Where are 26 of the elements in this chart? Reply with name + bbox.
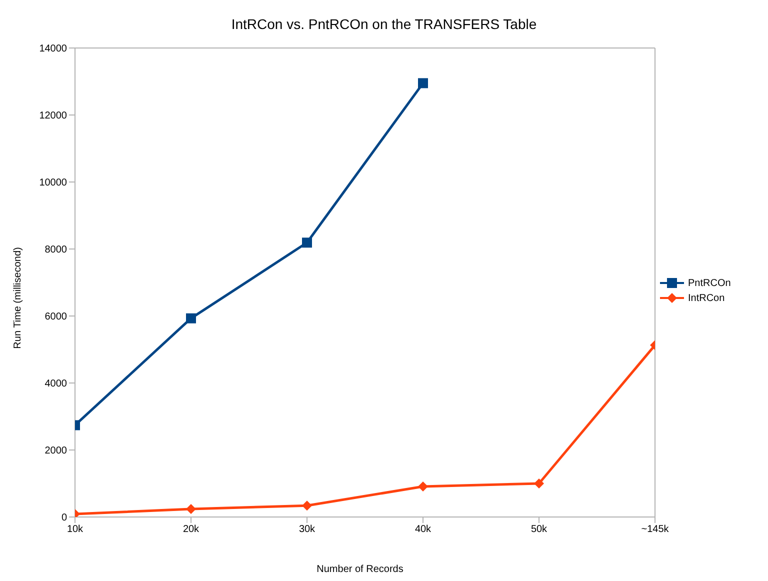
- x-axis-title: Number of Records: [316, 564, 404, 575]
- point: [186, 504, 196, 514]
- y-tick-label: 6000: [44, 312, 68, 323]
- y-tick-label: 0: [61, 512, 68, 524]
- x-tick-label: 10k: [66, 524, 84, 536]
- x-tick-label: 50k: [530, 524, 548, 536]
- x-tick-label: 40k: [414, 524, 432, 536]
- y-axis-title: Run Time (millisecond): [12, 247, 24, 349]
- legend-label: PntRCOn: [688, 278, 731, 288]
- x-tick-label: ~145k: [641, 524, 670, 536]
- y-tick-label: 4000: [44, 378, 68, 390]
- point: [302, 238, 312, 248]
- y-tick-label: 8000: [44, 244, 68, 256]
- y-tick-label: 10000: [39, 178, 68, 189]
- legend-label: IntRCon: [688, 292, 725, 304]
- y-tick-label: 14000: [39, 44, 68, 55]
- point: [534, 478, 544, 488]
- point: [302, 500, 312, 511]
- y-tick-label: 12000: [39, 110, 68, 122]
- x-tick-label: 30k: [298, 524, 316, 536]
- y-tick-label: 2000: [44, 446, 68, 457]
- x-tick-label: 20k: [182, 524, 200, 536]
- point: [418, 482, 428, 492]
- point: [418, 78, 428, 88]
- chart-title: IntRCon vs. PntRCOn on the TRANSFERS Table: [230, 16, 538, 32]
- point: [186, 313, 196, 324]
